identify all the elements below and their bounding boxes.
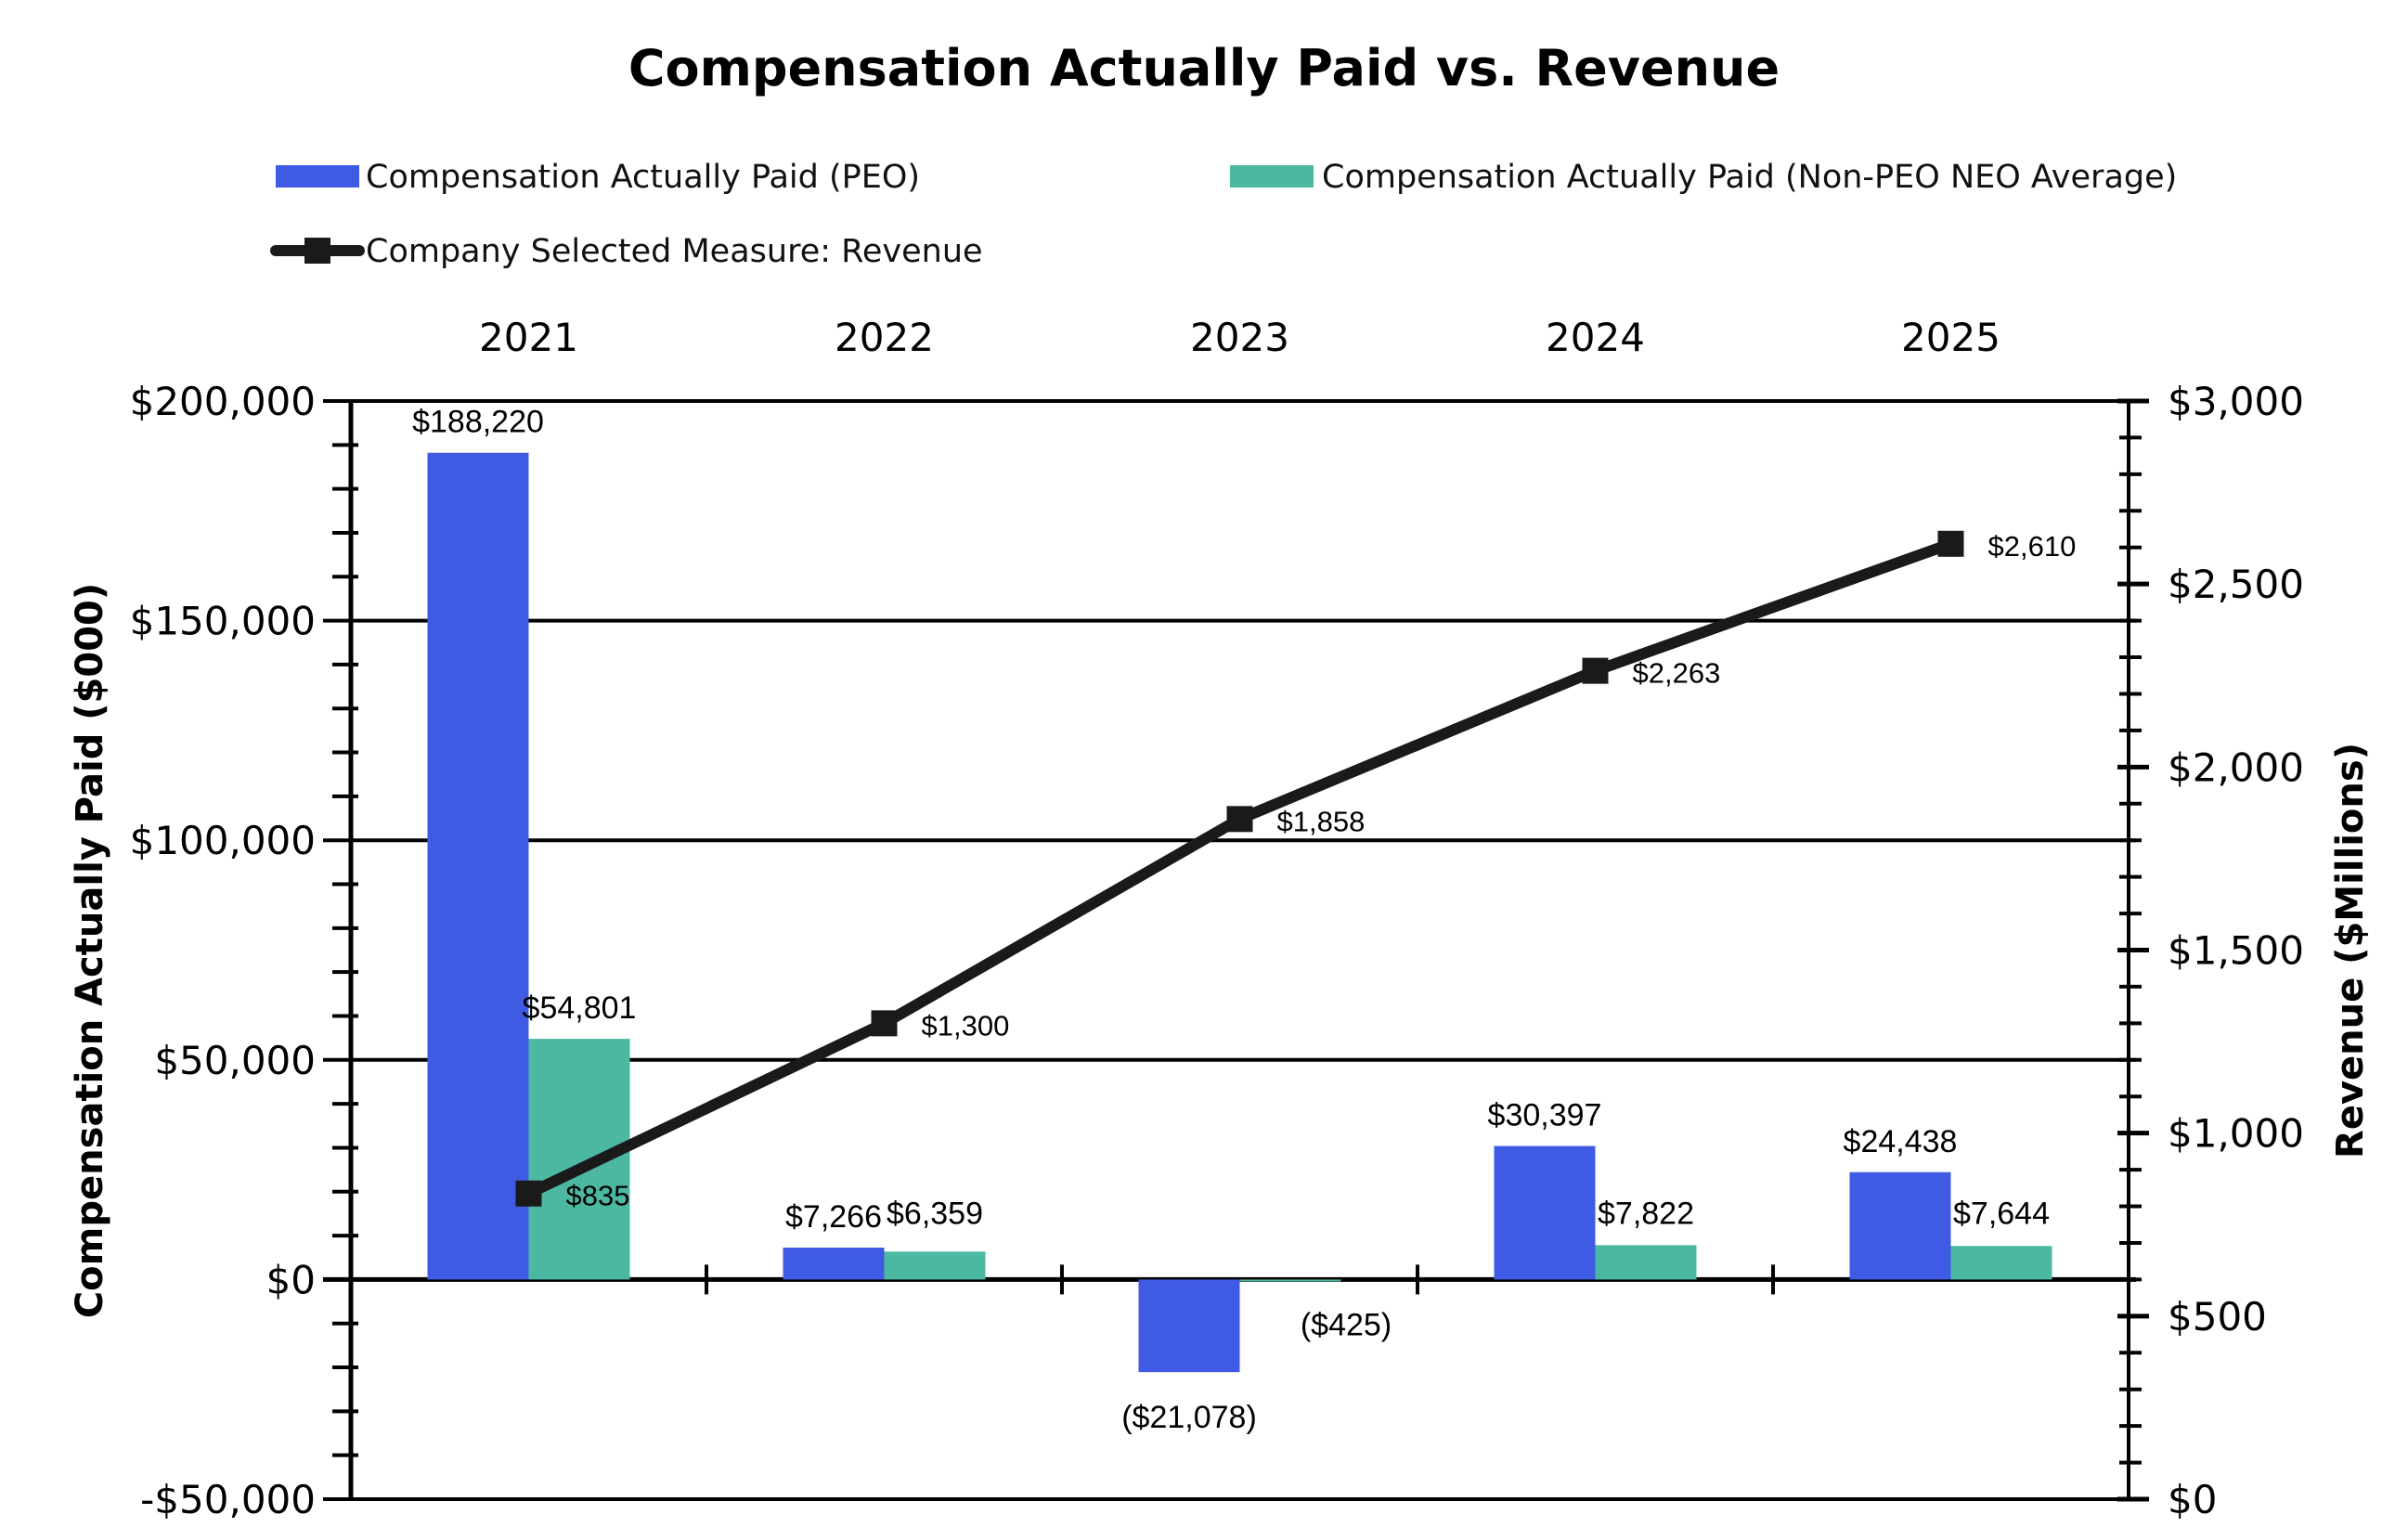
legend-label-revenue: Company Selected Measure: Revenue <box>366 233 983 270</box>
data-label-neo: ($425) <box>1301 1307 1392 1342</box>
y2-tick-label: $1,000 <box>2168 1111 2304 1157</box>
chart-title: Compensation Actually Paid vs. Revenue <box>628 39 1780 97</box>
revenue-marker <box>1582 657 1609 684</box>
revenue-marker <box>515 1180 542 1207</box>
bar-peo <box>1138 1279 1240 1373</box>
data-label-revenue: $1,858 <box>1277 805 1366 837</box>
bar-neo <box>884 1251 986 1280</box>
x-tick-label: 2022 <box>835 315 934 360</box>
revenue-marker <box>1937 530 1964 557</box>
data-label-neo: $7,822 <box>1598 1196 1694 1231</box>
revenue-line-path <box>525 538 1953 1199</box>
bar-peo <box>1849 1171 1951 1280</box>
bar-neo <box>1595 1245 1697 1280</box>
data-label-peo: $7,266 <box>785 1199 882 1235</box>
data-label-peo: ($21,078) <box>1121 1400 1257 1435</box>
x-tick-label: 2025 <box>1901 315 2000 360</box>
legend-swatch-revenue-marker <box>304 238 330 264</box>
data-label-peo: $30,397 <box>1488 1098 1602 1133</box>
y-tick-label: $200,000 <box>130 379 316 424</box>
y-tick-label: $0 <box>266 1257 316 1302</box>
y2-tick-label: $0 <box>2168 1477 2217 1522</box>
legend-swatch-neo <box>1230 165 1314 188</box>
legend-label-neo: Compensation Actually Paid (Non-PEO NEO … <box>1322 159 2177 196</box>
data-label-revenue: $2,263 <box>1633 657 1721 690</box>
y2-tick-label: $500 <box>2168 1294 2267 1339</box>
bar-neo <box>528 1039 630 1280</box>
y2-axis-label: Revenue ($Millions) <box>2329 743 2372 1158</box>
data-labels: $188,220 $7,266 ($21,078) $30,397 $24,438 $54… <box>412 405 2076 1435</box>
x-tick-label: 2021 <box>479 315 578 360</box>
x-tick-label: 2024 <box>1546 315 1645 360</box>
y2-tick-label: $1,500 <box>2168 928 2304 974</box>
axes <box>332 398 2149 1502</box>
data-label-neo: $6,359 <box>887 1196 983 1231</box>
data-label-peo: $188,220 <box>412 405 544 440</box>
y2-tick-label: $2,000 <box>2168 744 2304 790</box>
y2-tick-label: $3,000 <box>2168 379 2304 424</box>
tick-labels: $200,000 $150,000 $100,000 $50,000 $0 -$50,00… <box>130 315 2304 1522</box>
bar-peo <box>783 1248 885 1280</box>
y-tick-label: $100,000 <box>130 818 316 863</box>
data-label-neo: $54,801 <box>523 990 637 1026</box>
y-axis-label: Compensation Actually Paid ($000) <box>69 583 111 1318</box>
data-label-neo: $7,644 <box>1953 1196 2050 1231</box>
revenue-line <box>515 530 1964 1207</box>
legend-label-peo: Compensation Actually Paid (PEO) <box>366 159 920 196</box>
legend: Compensation Actually Paid (PEO) Compens… <box>270 159 2177 270</box>
legend-swatch-peo <box>276 165 359 188</box>
bar-peo <box>427 452 529 1280</box>
y-tick-label: -$50,000 <box>140 1477 316 1522</box>
revenue-marker <box>1226 806 1253 833</box>
y-tick-label: $150,000 <box>130 599 316 644</box>
y-tick-label: $50,000 <box>154 1038 316 1083</box>
data-label-peo: $24,438 <box>1844 1124 1958 1159</box>
data-label-revenue: $2,610 <box>1988 530 2077 563</box>
data-label-revenue: $1,300 <box>922 1009 1010 1042</box>
bar-neo <box>1239 1279 1341 1282</box>
revenue-marker <box>871 1010 898 1037</box>
bar-peo <box>1494 1145 1596 1280</box>
y2-tick-label: $2,500 <box>2168 562 2304 607</box>
x-tick-label: 2023 <box>1190 315 1289 360</box>
data-label-revenue: $835 <box>566 1180 630 1212</box>
bar-neo <box>1950 1246 2052 1280</box>
